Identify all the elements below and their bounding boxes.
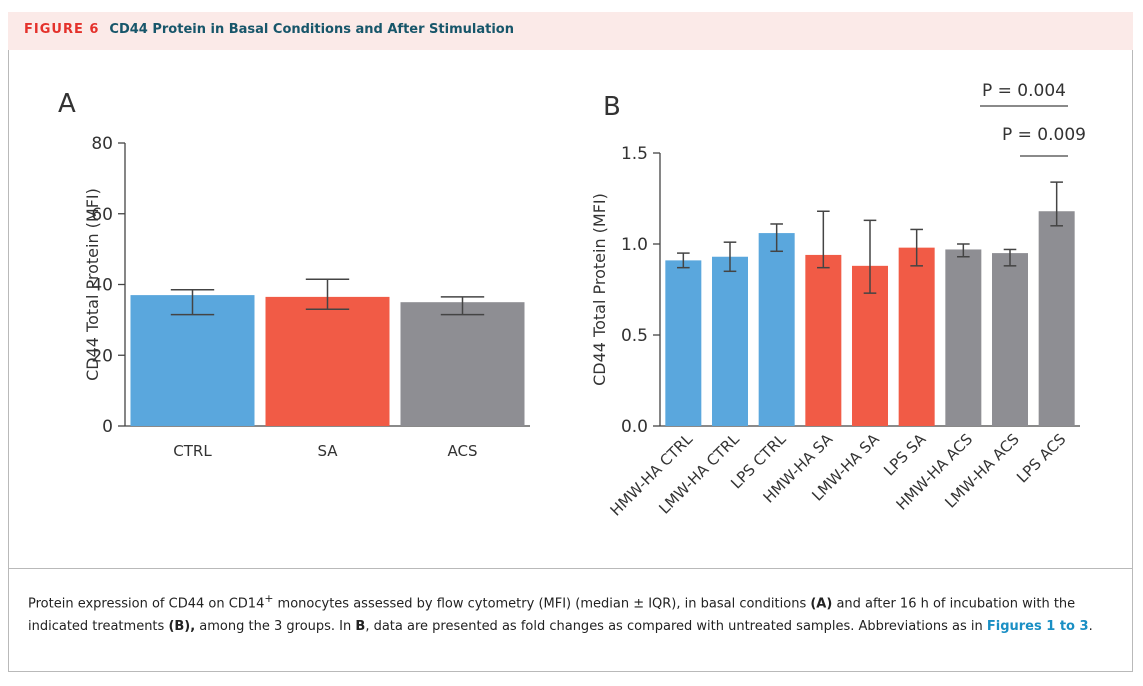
caption-text: , data are presented as fold changes as … — [365, 619, 987, 635]
figure-title: CD44 Protein in Basal Conditions and Aft… — [109, 22, 514, 37]
y-tick-label: 1.0 — [621, 235, 648, 255]
y-axis-label: CD44 Total Protein (MFI) — [590, 193, 609, 386]
bar — [1038, 211, 1075, 426]
caption-text: Protein expression of CD44 on CD14 — [28, 596, 265, 612]
bar — [400, 302, 525, 426]
x-tick-label: HMW-HA CTRL — [607, 430, 697, 520]
x-tick-label: SA — [317, 442, 338, 460]
panel-letter: A — [58, 89, 76, 119]
bar — [265, 296, 390, 426]
y-tick-label: 40 — [91, 276, 113, 296]
bar — [992, 253, 1028, 426]
bar — [898, 247, 935, 426]
y-tick-label: 0.5 — [621, 326, 648, 346]
bar — [130, 295, 255, 426]
figure-header: FIGURE 6 CD44 Protein in Basal Conditions… — [8, 12, 1133, 50]
figure-label: FIGURE 6 — [24, 22, 100, 37]
y-tick-label: 1.5 — [621, 144, 648, 164]
caption-sup: + — [264, 592, 274, 605]
bar — [712, 256, 748, 426]
x-tick-label: LPS ACS — [1013, 430, 1069, 486]
y-tick-label: 20 — [91, 346, 113, 366]
y-axis-label: CD44 Total Protein (MFI) — [83, 188, 102, 381]
annotation: P = 0.004 — [982, 81, 1066, 101]
separator — [8, 568, 1133, 569]
y-tick-label: 0.0 — [621, 417, 648, 437]
x-tick-label: LMW-HA CTRL — [655, 430, 743, 518]
y-tick-label: 80 — [91, 134, 113, 154]
caption-text: among the 3 groups. In — [195, 619, 356, 635]
figure-link[interactable]: Figures 1 to 3 — [986, 619, 1089, 635]
caption-bold: (B), — [168, 619, 196, 635]
annotation: P = 0.009 — [1002, 125, 1086, 145]
y-tick-label: 60 — [91, 205, 113, 225]
panel-letter: B — [603, 92, 621, 122]
caption-text: and after 16 h of incubation with the in… — [28, 596, 1076, 635]
caption-bold: B — [355, 619, 366, 635]
caption-bold: (A) — [810, 596, 833, 612]
caption-text: . — [1088, 619, 1093, 635]
bar — [665, 260, 702, 426]
y-tick-label: 0 — [102, 417, 113, 437]
bar — [758, 233, 795, 426]
charts: A CD44 Total Protein (MFI) 0 20 40 60 80 CTRL SA… — [58, 81, 1086, 520]
bar — [945, 249, 982, 426]
caption: Protein expression of CD44 on CD14+ mono… — [28, 587, 1118, 638]
x-tick-label: ACS — [448, 442, 478, 460]
caption-text: monocytes assessed by flow cytometry (MF… — [273, 596, 811, 612]
x-tick-label: CTRL — [173, 442, 212, 460]
bar — [805, 254, 842, 426]
